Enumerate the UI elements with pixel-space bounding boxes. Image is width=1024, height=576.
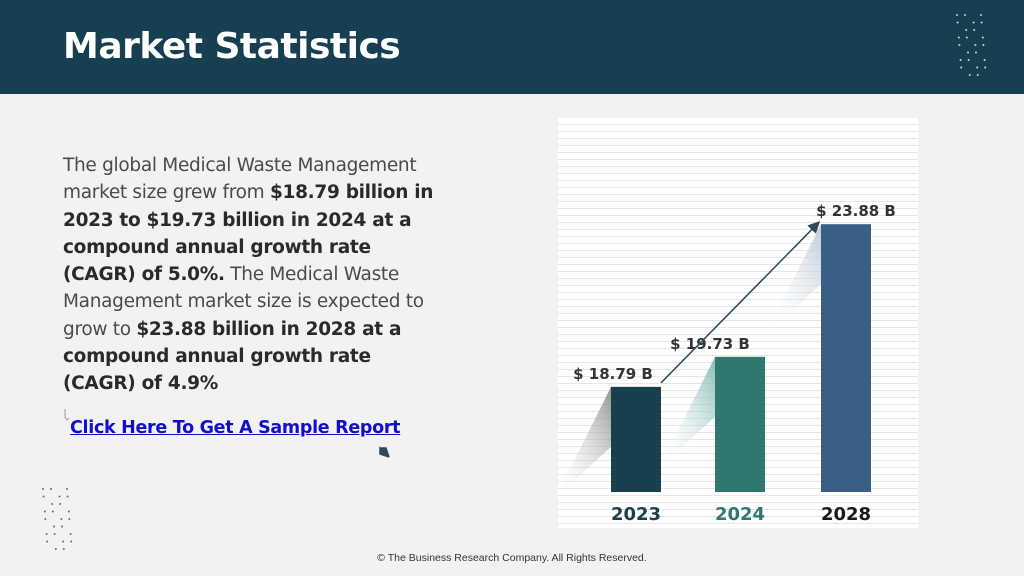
decor-dot <box>965 36 968 39</box>
decor-dot <box>980 21 983 24</box>
decor-dot <box>42 495 45 498</box>
decor-dot <box>967 59 970 61</box>
decor-dot <box>981 36 984 39</box>
text-cursor-icon <box>64 409 70 421</box>
market-description: The global Medical Waste Management mark… <box>63 152 443 398</box>
decor-dot <box>53 533 56 535</box>
growth-arrow <box>660 221 821 384</box>
bar-2028 <box>821 224 871 492</box>
decor-dot <box>956 21 959 24</box>
decor-dot <box>70 540 73 543</box>
market-chart: $ 18.79 B 2023 $ 19.73 B 2024 $ 23.88 B 2028 <box>558 118 918 528</box>
decor-dot <box>973 29 976 31</box>
description-bold-2: $23.88 billion in 2028 at a compound ann… <box>63 318 402 395</box>
value-label-2024: $ 19.73 B <box>670 335 750 353</box>
decor-dot <box>974 44 977 46</box>
decorative-dots-icon <box>42 488 73 550</box>
bar-2023 <box>611 386 661 492</box>
value-label-2028: $ 23.88 B <box>816 202 896 220</box>
decor-dot <box>51 510 54 513</box>
category-label-2024: 2024 <box>715 504 765 525</box>
decor-dot <box>58 495 61 498</box>
decor-dot <box>54 548 57 550</box>
decor-dot <box>68 518 71 520</box>
decor-dot <box>59 503 62 505</box>
decor-dot <box>45 533 48 535</box>
decor-dot <box>43 510 46 513</box>
decor-dot <box>967 51 969 54</box>
decor-dot <box>976 74 979 76</box>
category-label-2023: 2023 <box>611 504 661 525</box>
decor-dot <box>965 29 968 31</box>
decor-dot <box>66 488 68 490</box>
decor-dot <box>61 525 63 528</box>
decor-dot <box>69 533 72 535</box>
decor-dot <box>958 44 961 46</box>
decor-dot <box>62 548 65 550</box>
decor-dot <box>964 14 966 16</box>
decor-dot <box>66 495 69 498</box>
decor-dot <box>67 510 70 513</box>
bar-2024 <box>715 356 765 492</box>
decor-dot <box>51 503 54 505</box>
decor-dot <box>50 488 52 490</box>
decor-dot <box>60 518 63 520</box>
decor-dot <box>984 66 987 69</box>
decorative-dots-icon <box>956 14 987 76</box>
decor-dot <box>960 66 963 69</box>
decor-dot <box>976 66 979 69</box>
decor-dot <box>968 74 971 76</box>
decor-dot <box>983 59 986 61</box>
mouse-pointer-icon <box>379 446 390 458</box>
copyright-footer: © The Business Research Company. All Rig… <box>377 552 647 564</box>
decor-dot <box>53 525 55 528</box>
decor-dot <box>959 59 962 61</box>
bar-shadow <box>660 356 715 467</box>
decor-dot <box>957 36 960 39</box>
bar-shadow <box>558 386 611 496</box>
decor-dot <box>980 14 982 16</box>
description-bold-1: $18.79 billion in 2023 to $19.73 billion… <box>63 182 434 286</box>
decor-dot <box>62 540 65 543</box>
bar-shadow <box>766 224 821 335</box>
decor-dot <box>42 488 44 490</box>
header-bar: Market Statistics <box>0 0 1024 94</box>
description-text-2: The Medical Waste Management market size… <box>63 264 424 340</box>
decor-dot <box>956 14 958 16</box>
description-text-1: The global Medical Waste Management mark… <box>63 155 417 204</box>
decor-dot <box>975 51 977 54</box>
decor-dot <box>972 21 975 24</box>
category-label-2028: 2028 <box>821 504 871 525</box>
sample-report-link[interactable]: Click Here To Get A Sample Report <box>70 418 401 438</box>
value-label-2023: $ 18.79 B <box>573 365 653 383</box>
decor-dot <box>982 44 985 46</box>
decor-dot <box>44 518 47 520</box>
page-title: Market Statistics <box>63 26 401 67</box>
decor-dot <box>46 540 49 543</box>
bar-chart: $ 18.79 B 2023 $ 19.73 B 2024 $ 23.88 B 2028 <box>558 202 896 525</box>
